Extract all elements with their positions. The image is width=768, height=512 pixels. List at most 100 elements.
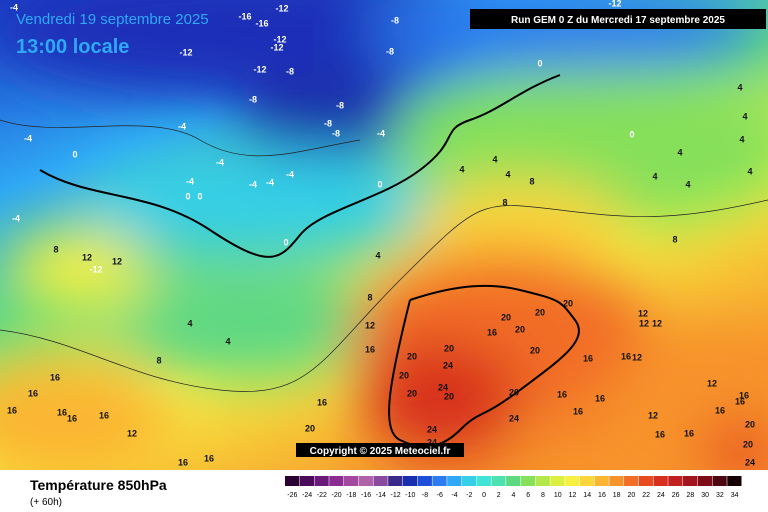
contour-label: 16 [487, 327, 497, 337]
contour-label: 24 [438, 382, 448, 392]
contour-labels: -4-16-16-12-8-12-12-12-12 -8-8-80-12-8-8-… [7, 0, 755, 467]
colorbar-label: 4 [512, 492, 516, 499]
contour-label: 12 [707, 378, 717, 388]
contour-label: 16 [365, 344, 375, 354]
contour-label: -12 [275, 3, 288, 13]
contour-label: -16 [255, 18, 268, 28]
colorbar-swatch [447, 476, 462, 486]
contour-label: 20 [745, 419, 755, 429]
run-info: Run GEM 0 Z du Mercredi 17 septembre 202… [511, 15, 725, 26]
colorbar-label: -14 [376, 492, 386, 499]
contour-label: 8 [672, 234, 677, 244]
colorbar-swatch [329, 476, 344, 486]
colorbar-swatch [535, 476, 550, 486]
contour-label: 12 [638, 308, 648, 318]
colorbar-swatch [461, 476, 477, 486]
contour-label: 20 [407, 388, 417, 398]
contour-label: 4 [737, 82, 742, 92]
contour-label: 16 [28, 388, 38, 398]
contour-label: 16 [684, 428, 694, 438]
date-title: Vendredi 19 septembre 2025 [16, 11, 209, 28]
colorbar-swatch [432, 476, 447, 486]
map-field [0, 0, 768, 470]
contour-label: 20 [444, 391, 454, 401]
contour-label: 16 [655, 429, 665, 439]
contour-label: 8 [529, 176, 534, 186]
colorbar-label: 28 [687, 492, 695, 499]
colorbar-label: 6 [526, 492, 530, 499]
contour-label: 16 [735, 396, 745, 406]
contour-label: 8 [367, 292, 372, 302]
contour-label: 4 [739, 134, 744, 144]
contour-label: -4 [12, 213, 20, 223]
colorbar-label: -4 [451, 492, 457, 499]
colorbar-swatch [624, 476, 639, 486]
colorbar-label: 34 [731, 492, 739, 499]
contour-label: 4 [685, 179, 690, 189]
contour-label: 20 [407, 351, 417, 361]
colorbar-swatch [358, 476, 373, 486]
colorbar-swatch [653, 476, 668, 486]
colorbar-label: -12 [391, 492, 401, 499]
colorbar-swatch [697, 476, 713, 486]
colorbar-label: 22 [642, 492, 650, 499]
colorbar-label: -24 [302, 492, 312, 499]
contour-label: 4 [492, 154, 497, 164]
contour-label: 20 [444, 343, 454, 353]
contour-label: 16 [99, 410, 109, 420]
contour-label: -4 [286, 169, 294, 179]
contour-label: 4 [187, 318, 192, 328]
colorbar-swatch [417, 476, 432, 486]
contour-label: -4 [178, 121, 186, 131]
contour-label: 16 [57, 407, 67, 417]
contour-label: -12 [608, 0, 621, 8]
colorbar-swatch [683, 476, 698, 486]
contour-label: 12 [652, 318, 662, 328]
contour-label: 12 [127, 428, 137, 438]
contour-label: 16 [595, 393, 605, 403]
contour-label: 12 [648, 410, 658, 420]
contour-label: 24 [745, 457, 755, 467]
contour-label: 0 [377, 179, 382, 189]
colorbar-swatch [550, 476, 565, 486]
contour-label: -4 [216, 157, 224, 167]
contour-label: 16 [204, 453, 214, 463]
contour-label: 12 [112, 256, 122, 266]
colorbar-swatch [343, 476, 359, 486]
contour-label: 24 [443, 360, 453, 370]
contour-label: 16 [621, 351, 631, 361]
colorbar-label: 16 [598, 492, 606, 499]
footer-title: Température 850hPa [30, 477, 167, 493]
contour-label: 0 [283, 237, 288, 247]
contour-label: 4 [652, 171, 657, 181]
contour-label: 16 [573, 406, 583, 416]
contour-label: 20 [535, 307, 545, 317]
contour-label: 20 [515, 324, 525, 334]
colorbar-swatch [402, 476, 418, 486]
contour-label: 12 [639, 318, 649, 328]
contour-label: 0 [197, 191, 202, 201]
colorbar-label: -10 [405, 492, 415, 499]
contour-label: -4 [10, 2, 18, 12]
contour-label: 0 [185, 191, 190, 201]
colorbar-swatch [285, 476, 300, 486]
colorbar-label: 2 [497, 492, 501, 499]
contour-label: -8 [391, 15, 399, 25]
colorbar-swatch [609, 476, 624, 486]
contour-label: 8 [53, 244, 58, 254]
colorbar-label: 18 [613, 492, 621, 499]
colorbar-swatch [388, 476, 403, 486]
contour-label: -16 [238, 11, 251, 21]
contour-label: -8 [332, 128, 340, 138]
colorbar-label: 20 [628, 492, 636, 499]
isotherm-20 [388, 284, 580, 448]
contour-label: 4 [677, 147, 682, 157]
contour-label: 0 [72, 149, 77, 159]
contour-label: 4 [375, 250, 380, 260]
colorbar-swatch [373, 476, 388, 486]
contour-label: -4 [24, 133, 32, 143]
contour-label: 16 [583, 353, 593, 363]
time-title: 13:00 locale [16, 36, 129, 58]
colorbar-swatch [565, 476, 580, 486]
